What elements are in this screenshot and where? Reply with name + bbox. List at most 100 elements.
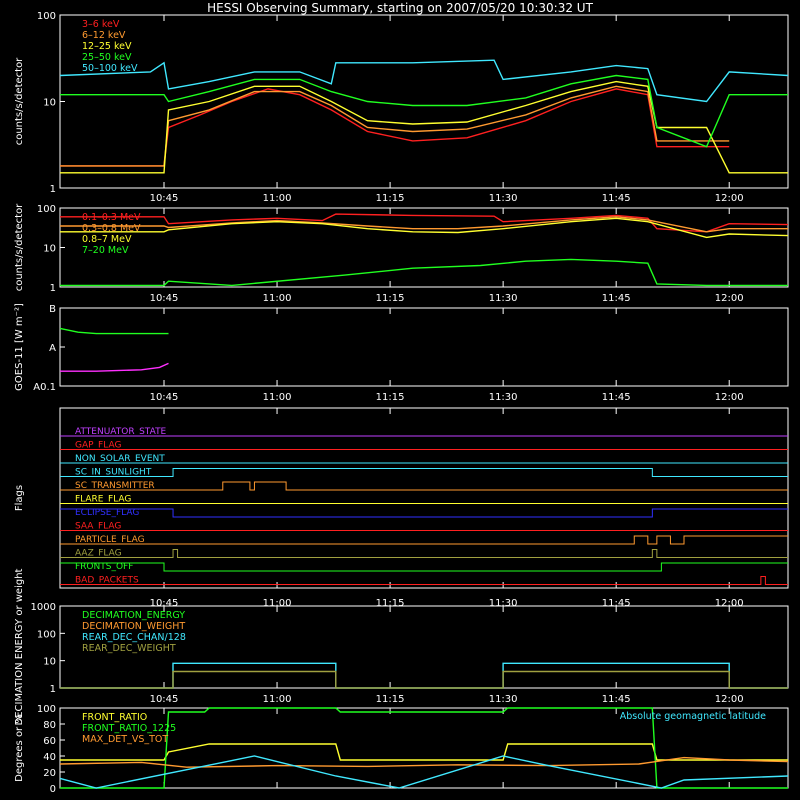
y-axis-label: counts/s/detector [14,57,25,145]
x-tick-label: 11:15 [376,598,405,609]
panel-frame [59,207,789,288]
flag-trace [60,576,788,585]
x-tick-label: 11:00 [263,598,292,609]
y-tick-label: 1 [50,283,56,294]
x-tick-label: 10:45 [150,598,179,609]
x-tick-label: 11:30 [489,193,518,204]
panel-frame [59,707,789,789]
panel-frame [59,407,789,589]
x-tick-label: 11:30 [489,392,518,403]
x-tick-label: 11:15 [376,392,405,403]
flag-label: BAD_PACKETS [75,576,139,586]
y-tick-label: 40 [43,752,56,763]
flag-trace [60,508,788,518]
x-tick-label: 11:30 [489,293,518,304]
series-line [60,80,788,174]
legend-entry: 0.8–7 MeV [82,234,132,245]
flag-trace [60,481,788,491]
legend-entry: 3–6 keV [82,19,120,30]
x-tick-label: 11:00 [263,193,292,204]
flag-label: AAZ_FLAG [75,549,122,559]
x-tick-label: 11:45 [602,193,631,204]
panel-goes: A0.1 A B GOES-11 [W m⁻²] 10:45 11:00 11:15 11:3… [14,303,789,403]
series-line [59,327,169,335]
x-tick-label: 12:00 [715,293,744,304]
y-tick-label: 10 [43,98,56,109]
legend-entry: 50–100 keV [82,63,138,74]
x-tick-label: 11:45 [602,598,631,609]
legend-entry: 0.3–0.8 MeV [82,223,141,234]
y-tick-label: 1 [50,684,56,695]
x-tick-label: 11:30 [489,694,518,705]
y-tick-label: 100 [37,629,56,640]
y-axis-label: Flags [14,485,25,511]
x-tick-label: 10:45 [150,694,179,705]
legend-entry: DECIMATION_WEIGHT [82,621,185,632]
legend-entry: REAR_DEC_CHAN/128 [82,632,186,643]
legend-entry: 12–25 keV [82,41,132,52]
panel-frame [59,307,789,387]
y-tick-label: 10 [43,244,56,255]
series-line [60,88,730,167]
legend-entry: FRONT_RATIO [82,712,147,723]
x-tick-label: 11:45 [602,392,631,403]
flag-trace [60,562,788,572]
series-line [60,670,788,689]
panel-ratios: 0 20 40 60 80 100 Degrees or % FRONT_RATIOFRONT… [14,704,789,795]
series-line [60,662,788,689]
flag-label: ECLIPSE_FLAG [75,508,139,518]
x-tick-label: 11:00 [263,293,292,304]
figure-title: HESSI Observing Summary, starting on 200… [207,1,593,15]
y-tick-label: A [49,343,56,354]
x-tick-label: 12:00 [715,392,744,403]
y-tick-label: 1000 [31,602,56,613]
flag-trace [60,468,788,477]
y-axis-label: counts/s/detector [14,203,25,291]
series-line [60,217,789,239]
y-axis-label: Degrees or % [14,714,25,782]
x-tick-label: 12:00 [715,598,744,609]
legend-entry: DECIMATION_ENERGY [82,610,185,621]
y-tick-label: 100 [37,204,56,215]
series-line [60,85,730,167]
x-tick-label: 10:45 [150,392,179,403]
x-tick-label: 12:00 [715,694,744,705]
flag-trace [60,535,788,545]
y-tick-label: 80 [43,720,56,731]
x-tick-label: 10:45 [150,193,179,204]
y-tick-label: 100 [37,11,56,22]
series-line [60,362,169,372]
flag-label: SC_IN_SUNLIGHT [75,468,152,478]
x-tick-label: 10:45 [150,293,179,304]
flag-label: SAA_FLAG [75,522,121,532]
panel-flags: Flags 10:45 11:00 11:15 11:30 11:45 12:00 ATTEN… [14,407,789,609]
y-tick-label: 20 [43,768,56,779]
panel-high-energy: 1 10 100 counts/s/detector 10:45 11:00 11:15 11… [14,203,789,304]
y-tick-label: 10 [43,657,56,668]
series-line [60,743,788,761]
flag-label: PARTICLE_FLAG [75,535,145,545]
series-line [60,216,788,233]
series-line [60,213,789,233]
x-tick-label: 11:00 [263,694,292,705]
y-tick-label: 1 [50,184,56,195]
y-axis-label: GOES-11 [W m⁻²] [14,303,25,391]
legend-entry: REAR_DEC_WEIGHT [82,643,176,654]
y-axis-label: DECIMATION ENERGY or weight [14,568,25,725]
flag-label: SC_TRANSMITTER [75,481,155,491]
annotation: Absolute geomagnetic latitude [620,711,766,722]
y-tick-label: 0 [50,784,56,795]
legend-entry: 25–50 keV [82,52,132,63]
y-tick-label: A0.1 [33,382,56,393]
x-tick-label: 11:15 [376,293,405,304]
x-tick-label: 11:45 [602,694,631,705]
flag-trace [60,549,788,558]
x-tick-label: 11:00 [263,392,292,403]
flag-label: ATTENUATOR_STATE [75,427,167,437]
x-tick-label: 12:00 [715,193,744,204]
panel-counts: 1 10 100 counts/s/detector 10:45 11:00 11:15 11… [14,11,789,204]
x-tick-label: 11:15 [376,193,405,204]
legend-entry: 7–20 MeV [82,245,129,256]
